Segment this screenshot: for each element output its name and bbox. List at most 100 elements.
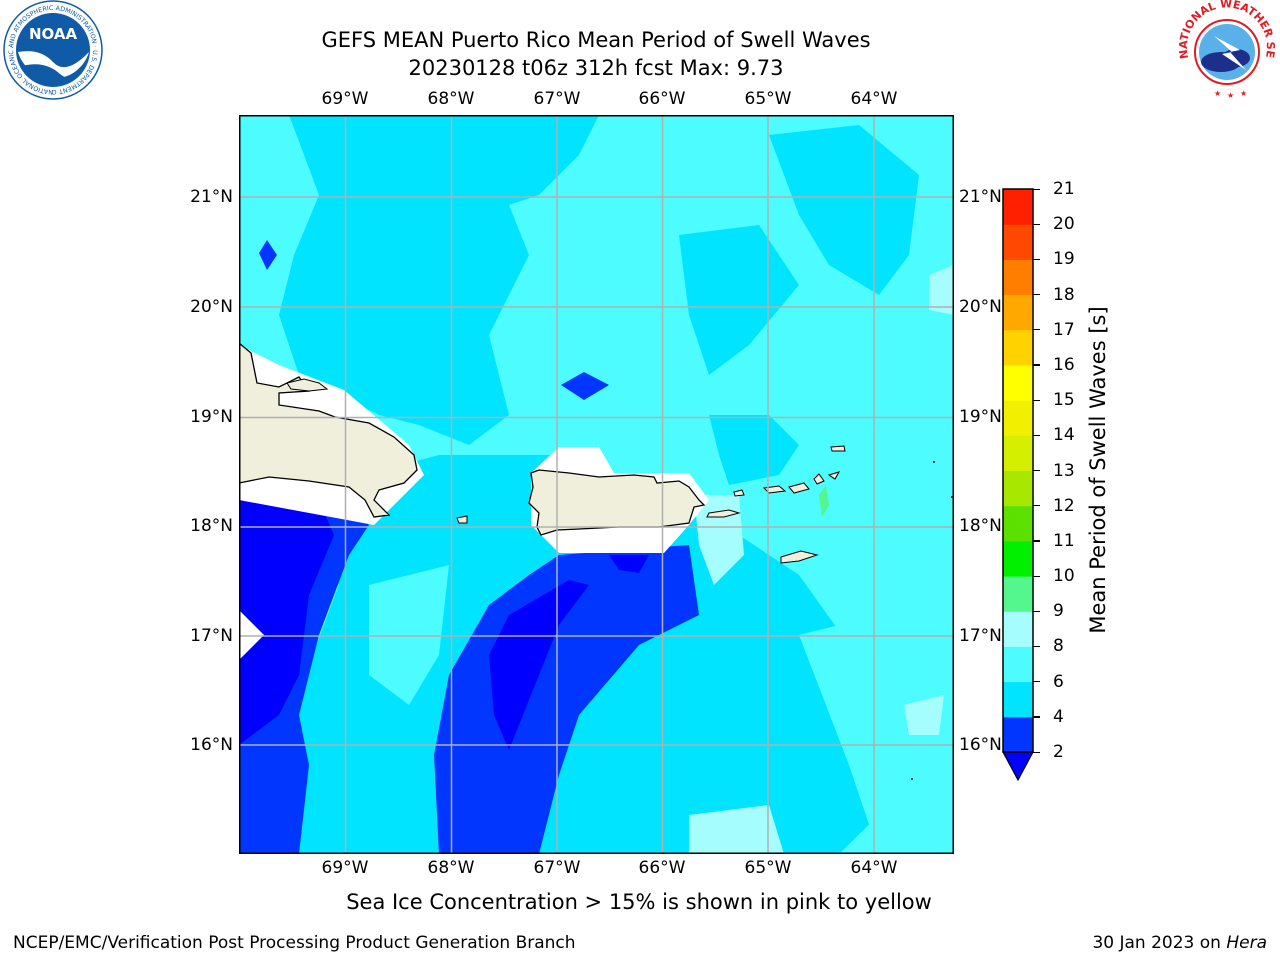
colorbar-band	[1003, 540, 1033, 577]
colorbar-tick-label: 4	[1053, 706, 1064, 727]
colorbar-band	[1003, 470, 1033, 507]
colorbar-tick	[1033, 223, 1040, 225]
footer-date-text: 30 Jan 2023 on	[1092, 933, 1227, 953]
lat-label-right: 16°N	[959, 735, 1002, 755]
colorbar-tick-label: 14	[1053, 425, 1075, 446]
colorbar-tick	[1033, 399, 1040, 401]
map-graticule	[239, 115, 954, 854]
lon-label-bottom: 64°W	[850, 858, 898, 878]
tortola-island	[813, 473, 825, 485]
lon-label-bottom: 69°W	[321, 858, 369, 878]
svg-text:★: ★	[1227, 91, 1234, 100]
colorbar-tick	[1033, 294, 1040, 296]
lat-label-left: 19°N	[190, 407, 233, 427]
masked-area	[239, 610, 264, 660]
hispaniola-land	[239, 342, 418, 518]
islet	[286, 378, 329, 392]
colorbar-under-extension	[1001, 751, 1035, 782]
lat-label-right: 20°N	[959, 297, 1002, 317]
colorbar-tick-label: 13	[1053, 460, 1075, 481]
svg-text:★: ★	[1214, 89, 1221, 98]
colorbar-tick	[1033, 681, 1040, 683]
colorbar	[1001, 188, 1035, 782]
lon-label-bottom: 67°W	[533, 858, 581, 878]
lat-label-right: 19°N	[959, 407, 1002, 427]
mona-island	[456, 515, 468, 524]
lat-label-left: 20°N	[190, 297, 233, 317]
colorbar-band	[1003, 294, 1033, 331]
lon-label-top: 69°W	[321, 89, 369, 109]
virgin-gorda-island	[827, 471, 841, 480]
colorbar-tick	[1033, 751, 1040, 753]
period-under-2-region	[489, 580, 589, 750]
svg-text:★: ★	[1240, 89, 1247, 98]
colorbar-band	[1003, 576, 1033, 612]
footer-machine: Hera	[1226, 933, 1267, 953]
colorbar-tick	[1033, 188, 1040, 190]
colorbar-title: Mean Period of Swell Waves [s]	[1086, 306, 1110, 634]
colorbar-band	[1003, 329, 1033, 366]
colorbar-tick-label: 21	[1053, 179, 1075, 199]
colorbar-band	[1003, 681, 1033, 718]
colorbar-tick-label: 6	[1053, 671, 1064, 692]
noaa-logo: NATIONAL OCEANIC AND ATMOSPHERIC ADMINIS…	[0, 0, 103, 100]
period-4-6-region	[709, 415, 799, 485]
colorbar-tick	[1033, 540, 1040, 542]
colorbar-tick	[1033, 258, 1040, 261]
colorbar-tick	[1033, 364, 1040, 366]
period-2-4-region	[434, 545, 699, 854]
map-title: GEFS MEAN Puerto Rico Mean Period of Swe…	[321, 28, 871, 52]
lon-label-bottom: 65°W	[744, 858, 792, 878]
lat-label-left: 18°N	[190, 516, 233, 536]
sea-ice-caption: Sea Ice Concentration > 15% is shown in …	[346, 890, 932, 914]
anegada-island	[830, 445, 846, 452]
svg-text:NOAA: NOAA	[29, 25, 78, 43]
colorbar-tick-label: 2	[1053, 742, 1064, 762]
colorbar-band	[1003, 435, 1033, 471]
colorbar-tick-label: 16	[1053, 354, 1075, 375]
period-2-4-spot	[561, 372, 609, 400]
colorbar-band	[1003, 189, 1033, 225]
vieques-island	[706, 509, 741, 518]
colorbar-band	[1003, 259, 1033, 296]
colorbar-band	[1003, 716, 1033, 753]
lon-label-top: 64°W	[850, 89, 898, 109]
footer-date: 30 Jan 2023 on Hera	[1092, 932, 1267, 954]
period-8-9-patch	[904, 695, 944, 735]
colorbar-tick	[1033, 575, 1040, 577]
swell-period-map	[239, 115, 954, 854]
period-2-4-spot	[259, 240, 277, 270]
period-6-8-patch	[799, 615, 954, 854]
st-john-island	[788, 482, 810, 494]
colorbar-tick	[1033, 470, 1040, 472]
culebra-island	[733, 489, 745, 497]
lat-label-left: 21°N	[190, 187, 233, 207]
lat-label-left: 16°N	[190, 735, 233, 755]
lon-label-top: 67°W	[533, 89, 581, 109]
footer-credit: NCEP/EMC/Verification Post Processing Pr…	[13, 933, 576, 953]
colorbar-band	[1003, 611, 1033, 647]
colorbar-band	[1003, 646, 1033, 683]
lon-label-top: 66°W	[638, 89, 686, 109]
lon-label-top: 68°W	[427, 89, 475, 109]
lat-label-left: 17°N	[190, 626, 233, 646]
lat-label-right: 21°N	[959, 187, 1002, 207]
period-under-2-region	[609, 555, 649, 573]
lat-label-right: 17°N	[959, 626, 1002, 646]
colorbar-band	[1003, 505, 1033, 542]
period-6-8-patch	[369, 565, 449, 705]
colorbar-tick	[1033, 434, 1040, 436]
period-4-6-region	[679, 225, 799, 375]
period-8-9-patch	[689, 805, 784, 854]
colorbar-band	[1003, 400, 1033, 436]
colorbar-tick-label: 15	[1053, 390, 1075, 411]
colorbar-tick-label: 9	[1053, 601, 1064, 622]
period-under-2-region	[239, 500, 334, 745]
colorbar-tick-label: 10	[1053, 566, 1075, 587]
colorbar-tick	[1033, 505, 1040, 507]
lon-label-bottom: 68°W	[427, 858, 475, 878]
colorbar-tick-label: 17	[1053, 319, 1075, 340]
colorbar-tick-label: 19	[1053, 249, 1075, 270]
colorbar-tick	[1033, 645, 1040, 648]
lat-label-right: 18°N	[959, 516, 1002, 536]
